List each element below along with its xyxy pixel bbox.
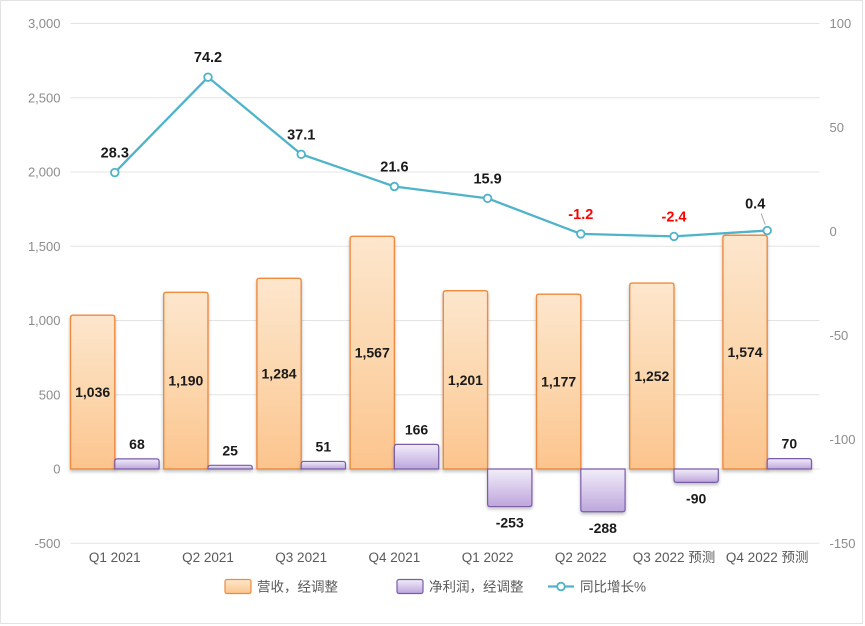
svg-text:Q1 2022: Q1 2022 bbox=[462, 550, 514, 565]
svg-text:1,567: 1,567 bbox=[355, 345, 390, 361]
svg-text:1,284: 1,284 bbox=[262, 366, 297, 382]
svg-text:51: 51 bbox=[316, 438, 332, 454]
svg-text:1,252: 1,252 bbox=[634, 368, 669, 384]
svg-text:-50: -50 bbox=[830, 328, 849, 343]
svg-text:-288: -288 bbox=[589, 520, 617, 536]
svg-text:0: 0 bbox=[830, 224, 837, 239]
svg-text:Q3 2021: Q3 2021 bbox=[275, 550, 327, 565]
svg-text:1,500: 1,500 bbox=[28, 239, 61, 254]
svg-text:-150: -150 bbox=[830, 536, 856, 551]
svg-text:166: 166 bbox=[405, 421, 429, 437]
svg-text:Q1 2021: Q1 2021 bbox=[89, 550, 141, 565]
svg-text:净利润，经调整: 净利润，经调整 bbox=[429, 580, 524, 595]
svg-text:Q4 2021: Q4 2021 bbox=[369, 550, 421, 565]
svg-text:同比增长%: 同比增长% bbox=[580, 580, 646, 595]
svg-text:-100: -100 bbox=[830, 432, 856, 447]
svg-text:-90: -90 bbox=[686, 490, 706, 506]
svg-text:25: 25 bbox=[222, 442, 238, 458]
svg-text:2,000: 2,000 bbox=[28, 165, 61, 180]
svg-text:-2.4: -2.4 bbox=[662, 209, 687, 225]
svg-text:-253: -253 bbox=[496, 515, 524, 531]
svg-text:1,190: 1,190 bbox=[168, 373, 203, 389]
svg-text:74.2: 74.2 bbox=[194, 50, 222, 66]
svg-text:-500: -500 bbox=[34, 536, 60, 551]
svg-text:-1.2: -1.2 bbox=[568, 207, 593, 223]
svg-text:Q4 2022 预测: Q4 2022 预测 bbox=[726, 550, 809, 565]
svg-text:68: 68 bbox=[129, 436, 145, 452]
svg-text:15.9: 15.9 bbox=[473, 171, 501, 187]
svg-text:0: 0 bbox=[53, 462, 60, 477]
svg-text:1,177: 1,177 bbox=[541, 374, 576, 390]
svg-text:37.1: 37.1 bbox=[287, 127, 315, 143]
svg-text:Q3 2022 预测: Q3 2022 预测 bbox=[633, 550, 716, 565]
svg-text:1,036: 1,036 bbox=[75, 384, 110, 400]
svg-text:21.6: 21.6 bbox=[380, 159, 408, 175]
svg-text:1,000: 1,000 bbox=[28, 313, 61, 328]
svg-text:2,500: 2,500 bbox=[28, 90, 61, 105]
svg-text:3,000: 3,000 bbox=[28, 16, 61, 31]
svg-text:Q2 2021: Q2 2021 bbox=[182, 550, 234, 565]
svg-text:1,574: 1,574 bbox=[728, 344, 763, 360]
svg-text:Q2 2022: Q2 2022 bbox=[555, 550, 607, 565]
svg-text:70: 70 bbox=[782, 436, 798, 452]
svg-text:28.3: 28.3 bbox=[101, 146, 129, 162]
svg-text:0.4: 0.4 bbox=[745, 197, 765, 213]
svg-text:50: 50 bbox=[830, 120, 844, 135]
svg-text:100: 100 bbox=[830, 16, 852, 31]
svg-text:1,201: 1,201 bbox=[448, 372, 483, 388]
svg-text:营收，经调整: 营收，经调整 bbox=[257, 580, 338, 595]
svg-text:500: 500 bbox=[39, 387, 61, 402]
